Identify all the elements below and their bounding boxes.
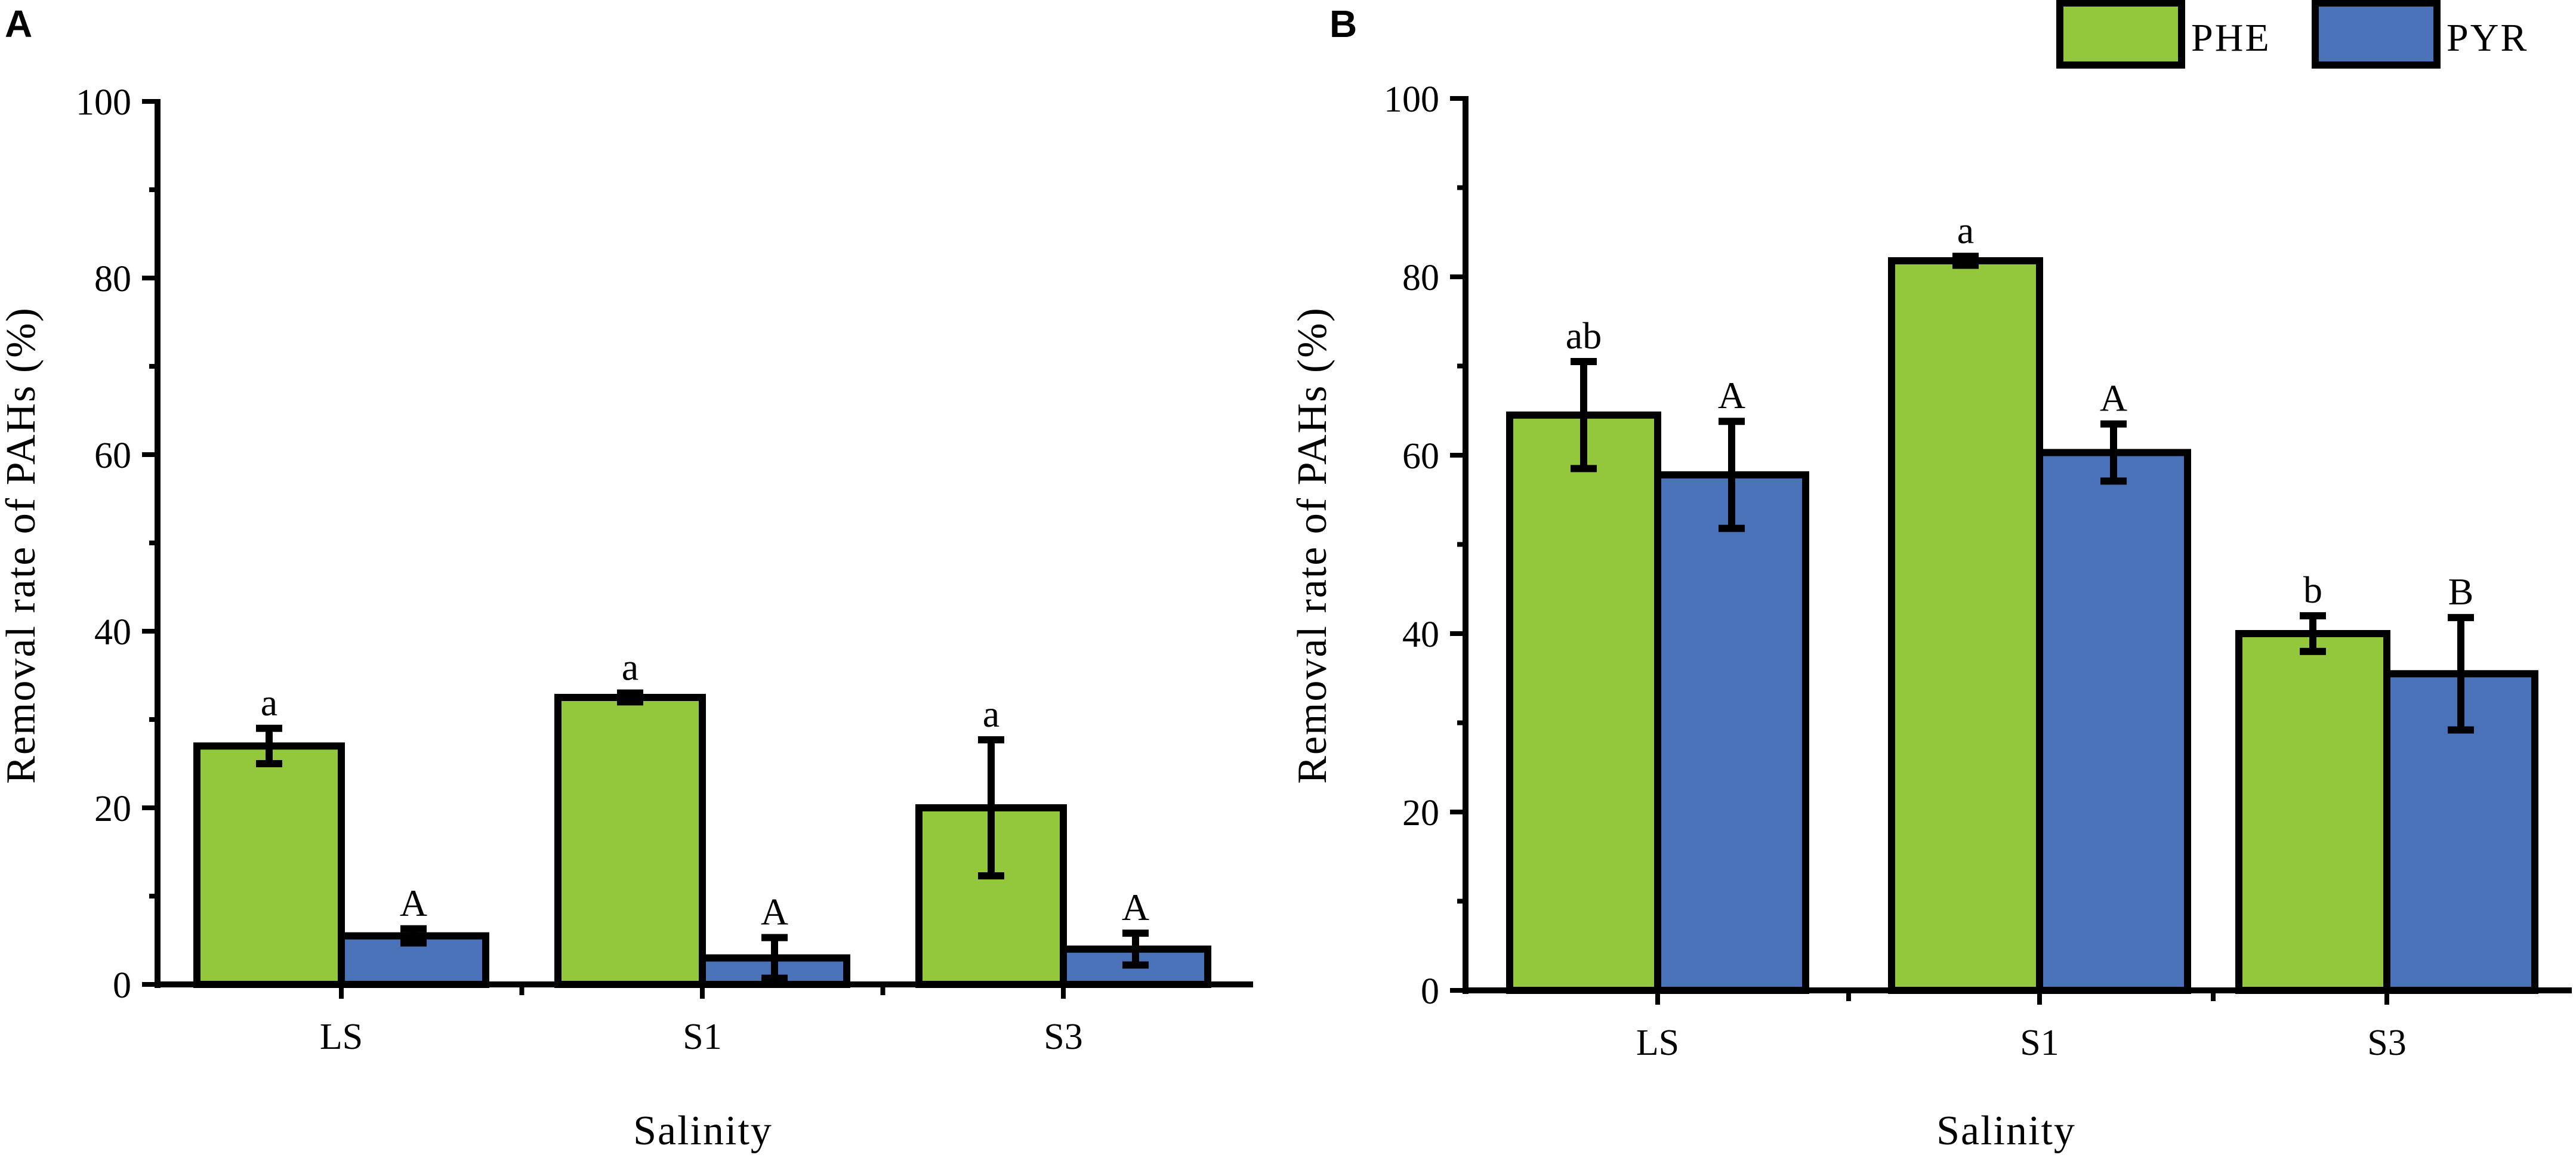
panel-a-sig-label-pyr-ls: A [400, 882, 427, 924]
panel-a-x-tick-label: S3 [1044, 1017, 1082, 1057]
panel-b-error-bar-phe-ls [1571, 358, 1597, 473]
panel-b-x-tick-label: S1 [2020, 1023, 2059, 1063]
panel-b-sig-label-pyr-ls: A [1718, 374, 1745, 416]
panel-b-plot: 0 20 40 60 80 100 ab A LS a A S1 b B S3 [1384, 79, 2572, 1063]
panel-b-error-bar-pyr-s3 [2448, 614, 2474, 734]
legend-swatch-phe [2056, 0, 2185, 69]
panel-a-y-tick-label: 0 [113, 965, 131, 1006]
panel-a-x-tick-label: S1 [683, 1017, 721, 1057]
legend-label-pyr: PYR [2447, 16, 2528, 60]
panel-b-label: B [1329, 2, 1357, 45]
panel-a-error-bar-phe-s3 [978, 736, 1004, 879]
panel-b-sig-label-phe-s1: a [1957, 209, 1974, 252]
panel-a-bar-phe-ls [193, 742, 345, 989]
panel-a-error-bar-pyr-s1 [761, 934, 788, 982]
panel-a-sig-label-phe-s3: a [983, 693, 999, 735]
panel-a-error-bar-phe-ls [256, 724, 282, 767]
panel-b-bar-phe-ls [1506, 411, 1661, 994]
panel-b-y-axis-title: Removal rate of PAHs (%) [1289, 307, 1335, 784]
panel-b-x-tick-label: LS [1636, 1023, 1679, 1063]
panel-a-sig-label-pyr-s1: A [761, 891, 788, 933]
panel-b-sig-label-pyr-s3: B [2448, 570, 2474, 613]
panel-a-plot: 0 20 40 60 80 100 a A LS a A S1 a A S3 [76, 82, 1253, 1057]
panel-b-y-tick-label: 60 [1402, 436, 1439, 477]
panel-b-sig-label-pyr-s1: A [2100, 377, 2127, 419]
panel-a-y-tick-label: 100 [76, 82, 131, 123]
panel-b-bar-phe-s3 [2235, 630, 2390, 994]
panel-a-y-axis-title: Removal rate of PAHs (%) [0, 307, 44, 784]
panel-a-bar-pyr-ls [338, 932, 489, 988]
panel-a: A Removal rate of PAHs (%) Salinity 0 20 4… [0, 2, 1253, 1154]
panel-b-error-bar-pyr-s1 [2100, 420, 2127, 485]
panel-a-y-tick-label: 80 [94, 259, 131, 300]
panel-a-bar-phe-s1 [554, 694, 706, 988]
panel-a-y-tick-label: 20 [94, 789, 131, 829]
panel-b-y-tick-label: 0 [1421, 971, 1439, 1012]
panel-b-y-tick-label: 80 [1402, 258, 1439, 298]
panel-b: B Removal rate of PAHs (%) Salinity 0 20 4… [1289, 2, 2572, 1154]
panel-b-error-bar-pyr-ls [1719, 418, 1745, 532]
legend-swatch-pyr [2312, 0, 2441, 69]
panel-a-label: A [5, 2, 32, 45]
panel-b-error-bar-phe-s1 [1952, 252, 1979, 269]
panel-a-y-tick-label: 40 [94, 612, 131, 653]
panel-b-sig-label-phe-s3: b [2303, 569, 2322, 611]
panel-b-y-tick-label: 20 [1402, 793, 1439, 833]
panel-a-x-axis-title: Salinity [633, 1108, 773, 1154]
panel-a-y-tick-label: 60 [94, 436, 131, 476]
panel-b-bar-pyr-ls [1654, 471, 1809, 994]
panel-a-x-tick-label: LS [320, 1017, 363, 1057]
panel-a-error-bar-pyr-s3 [1122, 930, 1149, 969]
panel-b-y-tick-label: 100 [1384, 79, 1439, 120]
panel-a-sig-label-phe-s1: a [622, 646, 638, 688]
panel-b-y-tick-label: 40 [1402, 615, 1439, 655]
panel-b-bar-phe-s1 [1888, 257, 2043, 995]
legend: PHE PYR [2056, 0, 2528, 69]
panel-b-x-tick-label: S3 [2367, 1023, 2406, 1063]
panel-b-x-axis-title: Salinity [1936, 1108, 2076, 1154]
panel-b-sig-label-phe-ls: ab [1566, 314, 1602, 357]
panel-b-error-bar-phe-s3 [2300, 612, 2326, 655]
panel-a-error-bar-pyr-ls [400, 925, 427, 947]
panel-a-sig-label-pyr-s3: A [1122, 886, 1149, 928]
legend-label-phe: PHE [2191, 16, 2271, 60]
panel-a-error-bar-phe-s1 [617, 689, 643, 706]
panel-b-bar-pyr-s1 [2036, 449, 2191, 994]
panel-a-sig-label-phe-ls: a [261, 681, 277, 724]
